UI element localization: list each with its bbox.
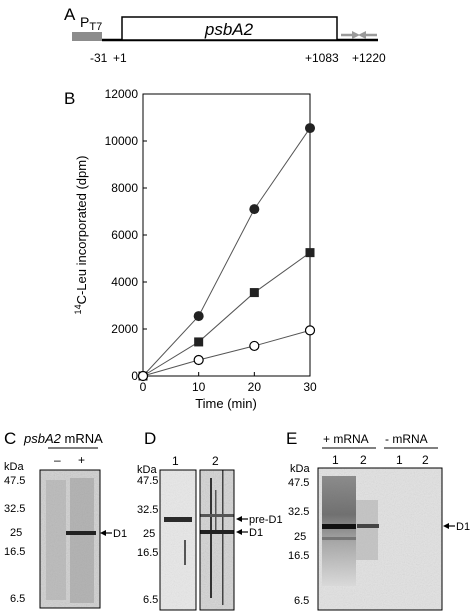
panel-d: D kDa 1 2 47.5 32.5 25 16.5 6.5 xyxy=(137,429,283,611)
gel-d-pre-d1-band xyxy=(200,514,234,517)
arrow-icon xyxy=(443,523,455,529)
y-tick-label: 0 xyxy=(131,369,138,383)
lane-label-d-1: 1 xyxy=(172,454,179,468)
x-tick-label: 20 xyxy=(248,380,262,394)
y-axis-label: 14C-Leu incorporated (dpm) xyxy=(73,156,89,315)
lane-label-e-3: 1 xyxy=(396,453,403,467)
marker-d-47: 47.5 xyxy=(137,475,158,487)
marker-e-32: 32.5 xyxy=(288,506,309,518)
data-point-open-circle xyxy=(304,325,316,336)
gel-d-lane1-image xyxy=(159,469,197,611)
gel-c-d1-band xyxy=(66,531,96,535)
series-lines xyxy=(142,127,311,377)
series-line-3 xyxy=(142,329,311,377)
marker-c-6: 6.5 xyxy=(10,593,25,605)
data-point-open-circle xyxy=(193,354,204,366)
marker-c-25: 25 xyxy=(10,527,22,539)
kda-label-e: kDa xyxy=(290,463,310,475)
gel-d-d1-band xyxy=(200,530,234,534)
kda-label-c: kDa xyxy=(4,461,24,473)
marker-d-16: 16.5 xyxy=(137,547,158,559)
coord-plus1220: +1220 xyxy=(352,51,386,65)
y-tick-label: 8000 xyxy=(111,181,138,195)
series-markers xyxy=(137,123,316,382)
lane-label-e-2: 2 xyxy=(360,453,367,467)
data-point-open-circle xyxy=(249,340,260,352)
panel-a: A PT7 psbA2 -31 +1 +1083 +1220 xyxy=(64,5,386,65)
gene-name: psbA2 xyxy=(204,20,254,39)
y-tick-label: 12000 xyxy=(105,87,139,101)
t7-promoter-box xyxy=(72,32,102,41)
panel-label-b: B xyxy=(64,89,75,108)
x-axis-label: Time (min) xyxy=(195,396,257,411)
band-label-d-d1: D1 xyxy=(249,527,263,539)
panel-label-e: E xyxy=(286,429,297,448)
panel-label-d: D xyxy=(144,429,156,448)
y-tick-label: 10000 xyxy=(105,134,139,148)
y-tick-label: 6000 xyxy=(111,228,138,242)
marker-d-32: 32.5 xyxy=(137,504,158,516)
gel-d-lane2-image xyxy=(199,469,235,611)
series-line-2 xyxy=(142,252,311,377)
data-point-square xyxy=(305,248,315,258)
marker-d-6: 6.5 xyxy=(143,594,158,606)
data-point-filled-circle xyxy=(193,311,204,322)
x-tick-label: 10 xyxy=(192,380,206,394)
group-label-plus-mrna: + mRNA xyxy=(323,432,369,446)
marker-c-47: 47.5 xyxy=(4,475,25,487)
axis-ticks: 0 2000 4000 6000 8000 10000 12000 0 10 20 30 xyxy=(105,87,317,394)
arrow-icon xyxy=(236,516,248,535)
panel-b: B 0 2000 4000 6000 8000 10000 12000 0 10 20 30 Tim… xyxy=(64,87,317,411)
gel-c-image xyxy=(39,469,101,609)
y-tick-label: 2000 xyxy=(111,322,138,336)
coord-plus1083: +1083 xyxy=(305,51,339,65)
marker-e-25: 25 xyxy=(294,531,306,543)
lane-label-e-4: 2 xyxy=(422,453,429,467)
psba2-gene-box xyxy=(121,16,338,41)
gel-d-lane1-band xyxy=(164,517,192,522)
x-tick-label: 30 xyxy=(303,380,317,394)
panel-c: C psbA2 mRNA – + kDa 47.5 32.5 25 16.5 6… xyxy=(4,429,127,609)
marker-c-32: 32.5 xyxy=(4,503,25,515)
gel-e-lane1-smear xyxy=(322,476,356,586)
gel-c-title: psbA2 mRNA xyxy=(23,431,103,446)
marker-e-16: 16.5 xyxy=(288,550,309,562)
plot-frame xyxy=(142,93,311,377)
x-tick-label: 0 xyxy=(140,380,147,394)
series-line-1 xyxy=(142,127,311,377)
marker-e-47: 47.5 xyxy=(288,477,309,489)
band-label-d-pre-d1: pre-D1 xyxy=(249,514,283,526)
data-point-filled-circle xyxy=(249,204,260,215)
data-point-square xyxy=(194,337,204,347)
marker-e-6: 6.5 xyxy=(294,595,309,607)
lane-label-e-1: 1 xyxy=(332,453,339,467)
group-label-minus-mrna: - mRNA xyxy=(385,432,428,446)
arrow-icon xyxy=(100,530,112,536)
lane-label-c-minus: – xyxy=(54,453,61,467)
gel-e-lane1-d1-band xyxy=(322,524,356,529)
panel-e: E + mRNA - mRNA 1 2 1 2 kDa 47.5 32.5 25… xyxy=(286,429,470,611)
band-label-c-d1: D1 xyxy=(113,528,127,540)
primer-arrows-icon xyxy=(341,31,377,39)
data-point-square xyxy=(249,288,259,298)
panel-label-a: A xyxy=(64,5,76,24)
panel-label-c: C xyxy=(4,429,16,448)
lane-label-d-2: 2 xyxy=(212,454,219,468)
band-label-e-d1: D1 xyxy=(456,521,470,533)
marker-c-16: 16.5 xyxy=(4,546,25,558)
lane-label-c-plus: + xyxy=(78,453,85,467)
coord-minus31: -31 xyxy=(90,51,108,65)
data-point-open-circle xyxy=(137,370,149,382)
y-tick-label: 4000 xyxy=(111,275,138,289)
coord-plus1: +1 xyxy=(113,51,127,65)
data-point-filled-circle xyxy=(305,123,315,134)
promoter-label: PT7 xyxy=(80,14,102,33)
gel-e-image xyxy=(317,467,443,611)
marker-d-25: 25 xyxy=(143,528,155,540)
kda-label-d: kDa xyxy=(137,464,157,476)
gel-e-lane2-d1-band xyxy=(357,524,379,528)
